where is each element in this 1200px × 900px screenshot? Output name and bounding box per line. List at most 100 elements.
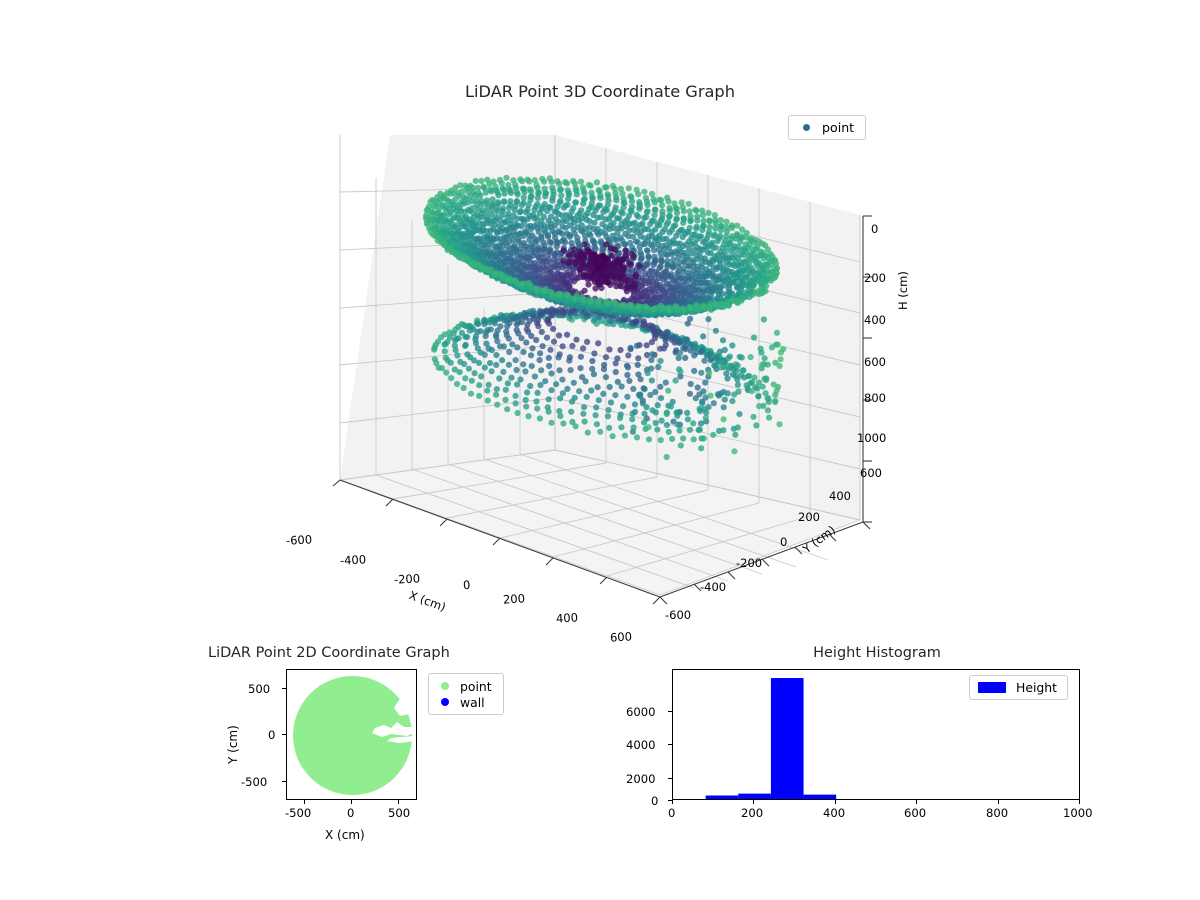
- scatter-point: [700, 239, 707, 246]
- scatter-point: [534, 194, 541, 202]
- hist-x-tickmark-600: [916, 800, 917, 804]
- scatter-point: [754, 385, 761, 392]
- chart-hist-y-tick-0: 0: [651, 794, 659, 808]
- scatter-point: [493, 352, 500, 359]
- scatter-point: [548, 239, 555, 247]
- scatter-point: [714, 238, 721, 245]
- scatter-point: [710, 232, 717, 240]
- scatter-point: [672, 303, 679, 310]
- scatter-point: [516, 209, 523, 216]
- scatter-point: [662, 379, 669, 386]
- scatter-point: [482, 333, 489, 340]
- scatter-point: [702, 379, 709, 386]
- scatter-point: [525, 202, 532, 209]
- scatter-point: [690, 436, 697, 443]
- scatter-point: [520, 361, 527, 368]
- scatter-point: [563, 180, 571, 187]
- scatter-point: [486, 360, 494, 367]
- scatter-point: [595, 231, 602, 238]
- scatter-point: [527, 197, 534, 204]
- scatter-point: [658, 417, 665, 424]
- legend-2d: point wall: [428, 673, 504, 715]
- chart-2d-y-axis-label: Y (cm): [226, 725, 240, 764]
- scatter-point: [451, 366, 458, 373]
- scatter-point: [651, 211, 658, 218]
- scatter-point: [606, 226, 613, 233]
- scatter-point: [625, 260, 633, 267]
- scatter-point: [663, 410, 670, 418]
- chart-3d-axes: [330, 120, 950, 640]
- scatter-point: [675, 254, 682, 261]
- scatter-point: [556, 332, 563, 339]
- chart-hist-x-tick-0: 0: [668, 806, 676, 820]
- scatter-point: [456, 369, 463, 376]
- scatter-point: [603, 241, 610, 248]
- scatter-point: [711, 212, 718, 219]
- scatter-point: [766, 414, 773, 421]
- scatter-point: [645, 436, 653, 443]
- scatter-point: [548, 178, 555, 185]
- y-tickmark-0: [282, 734, 286, 735]
- y-tick--600: -600: [665, 608, 692, 622]
- chart-hist-title: Height Histogram: [813, 645, 941, 661]
- scatter-point: [634, 303, 641, 310]
- scatter-point: [616, 282, 624, 289]
- scatter-point: [731, 391, 738, 398]
- scatter-point: [478, 177, 485, 185]
- scatter-point: [658, 197, 665, 204]
- hist-x-tickmark-0: [672, 800, 673, 804]
- scatter-point: [740, 367, 747, 374]
- scatter-point: [549, 197, 556, 204]
- scatter-point: [689, 241, 696, 248]
- scatter-point: [685, 245, 693, 252]
- scatter-point: [597, 428, 604, 435]
- scatter-point: [590, 371, 597, 378]
- scatter-point: [577, 365, 584, 372]
- scatter-point: [723, 218, 730, 225]
- scatter-point: [741, 374, 748, 381]
- scatter-point: [733, 246, 741, 254]
- chart-hist-x-tick-200: 200: [741, 806, 764, 820]
- scatter-point: [694, 217, 701, 224]
- scatter-point: [624, 371, 631, 379]
- scatter-point: [764, 407, 771, 414]
- chart-hist-y-tick-4000: 4000: [626, 738, 656, 752]
- scatter-point: [698, 369, 705, 376]
- scatter-point: [736, 411, 743, 418]
- scatter-point: [700, 302, 707, 309]
- scatter-point: [579, 260, 586, 268]
- scatter-point: [562, 224, 569, 231]
- scatter-point: [441, 348, 448, 355]
- scatter-point: [626, 377, 633, 384]
- hist-bar: [705, 795, 739, 799]
- scatter-point: [665, 428, 672, 435]
- x-tickmark-0: [351, 800, 352, 804]
- scatter-point: [481, 351, 488, 358]
- scatter-point: [501, 317, 508, 324]
- scatter-point: [528, 264, 535, 271]
- scatter-point: [673, 209, 681, 217]
- scatter-point: [680, 435, 687, 442]
- scatter-point: [652, 206, 659, 213]
- scatter-point: [571, 180, 578, 187]
- scatter-point: [528, 332, 535, 340]
- scatter-point: [634, 229, 641, 236]
- z-tick-800: 800: [864, 391, 886, 405]
- scatter-point: [627, 344, 634, 351]
- scatter-point: [568, 258, 575, 265]
- scatter-point: [692, 395, 699, 402]
- chart-3d-title: LiDAR Point 3D Coordinate Graph: [465, 82, 735, 101]
- scatter-point: [510, 315, 517, 322]
- scatter-point: [672, 377, 679, 384]
- scatter-point: [582, 232, 589, 240]
- scatter-point: [625, 352, 632, 359]
- scatter-point: [654, 426, 661, 433]
- scatter-point: [545, 396, 552, 403]
- scatter-point: [542, 378, 549, 385]
- scatter-point: [666, 229, 673, 236]
- scatter-point: [721, 396, 728, 403]
- scatter-point: [702, 394, 709, 401]
- scatter-point: [629, 416, 636, 423]
- scatter-point: [572, 423, 579, 430]
- scatter-point: [472, 177, 479, 184]
